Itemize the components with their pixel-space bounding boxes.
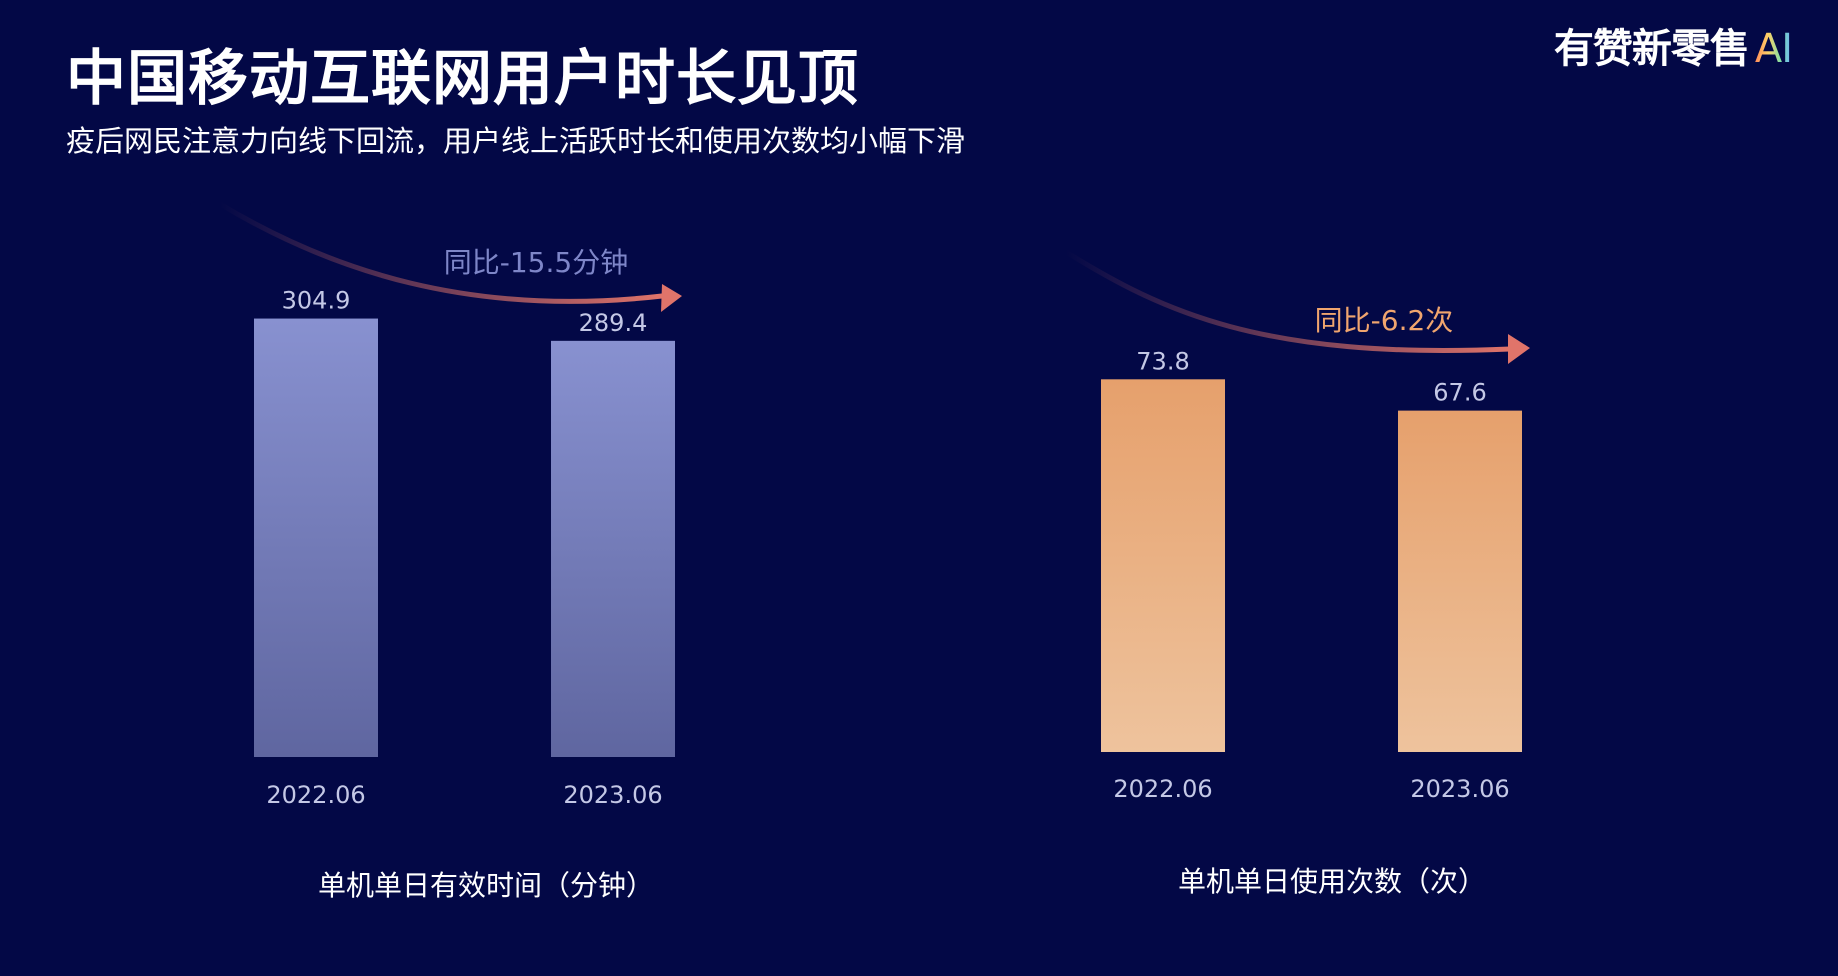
brand-logo: 有赞新零售 AI	[1553, 16, 1793, 74]
value-label-usage-time-2022.06: 304.9	[282, 287, 351, 315]
yoy-annotation-usage-count: 同比-6.2次	[1315, 304, 1454, 337]
chart-usage-count: 同比-6.2次 73.8 2022.06 67.6 2023.06	[1063, 249, 1530, 803]
tick-label-usage-time-2023.06: 2023.06	[563, 781, 662, 809]
value-label-usage-time-2023.06: 289.4	[579, 309, 648, 337]
page-title: 中国移动互联网用户时长见顶	[66, 44, 859, 114]
bar-usage-time-2022.06	[254, 318, 378, 757]
yoy-annotation-usage-time: 同比-15.5分钟	[444, 246, 628, 279]
chart-usage-time-title: 单机单日有效时间（分钟）	[317, 869, 655, 902]
value-label-usage-count-2022.06: 73.8	[1136, 347, 1189, 375]
bar-usage-count-2022.06	[1101, 379, 1225, 752]
value-label-usage-count-2023.06: 67.6	[1433, 379, 1486, 407]
page-subtitle: 疫后网民注意力向线下回流，用户线上活跃时长和使用次数均小幅下滑	[66, 124, 966, 158]
logo-text: 有赞新零售	[1553, 26, 1750, 72]
tick-label-usage-time-2022.06: 2022.06	[266, 781, 365, 809]
bar-usage-time-2023.06	[551, 340, 675, 757]
chart-usage-count-title: 单机单日使用次数（次）	[1177, 865, 1487, 898]
bar-usage-count-2023.06	[1398, 410, 1522, 752]
chart-usage-time: 同比-15.5分钟 304.9 2022.06 289.4 2023.06	[217, 201, 682, 809]
tick-label-usage-count-2023.06: 2023.06	[1410, 775, 1509, 803]
tick-label-usage-count-2022.06: 2022.06	[1113, 775, 1212, 803]
trend-arrow-usage-count	[1063, 249, 1513, 354]
trend-arrowhead-usage-count	[1508, 334, 1530, 364]
trend-arrowhead-usage-time	[661, 284, 682, 312]
trend-arrow-usage-time	[217, 201, 665, 304]
logo-ai-mark: AI	[1754, 26, 1793, 72]
